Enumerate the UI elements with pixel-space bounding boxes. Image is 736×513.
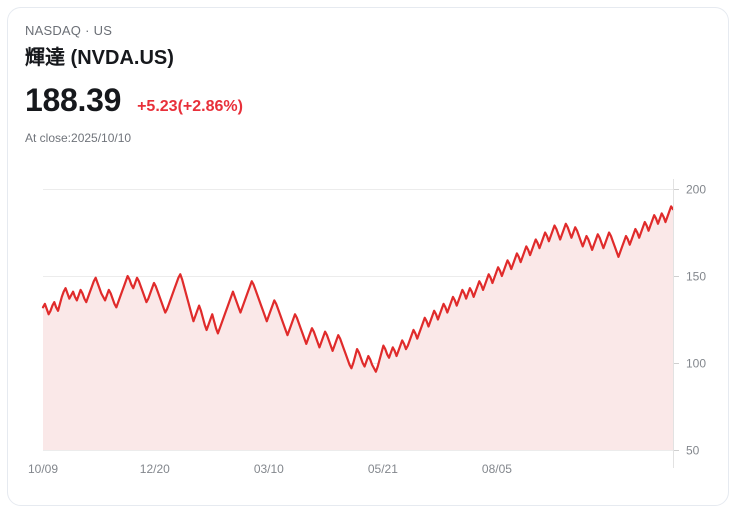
separator-dot: · bbox=[85, 23, 90, 38]
y-tick-label: 50 bbox=[686, 444, 700, 458]
x-tick-label: 12/20 bbox=[140, 462, 170, 476]
quote-header: NASDAQ · US 輝達 (NVDA.US) 188.39 +5.23(+2.8… bbox=[25, 22, 718, 146]
price-chart[interactable]: 200 150 100 50 10/09 12/20 03/10 05/21 08/05 bbox=[8, 168, 729, 488]
x-tick-label: 03/10 bbox=[254, 462, 284, 476]
price-chart-svg[interactable]: 200 150 100 50 10/09 12/20 03/10 05/21 08/05 bbox=[8, 168, 729, 488]
price-row: 188.39 +5.23(+2.86%) bbox=[25, 82, 718, 118]
x-axis-labels: 10/09 12/20 03/10 05/21 08/05 bbox=[28, 462, 512, 476]
price-change: +5.23(+2.86%) bbox=[137, 98, 243, 115]
x-tick-label: 05/21 bbox=[368, 462, 398, 476]
y-tick-label: 100 bbox=[686, 357, 706, 371]
y-tick-label: 200 bbox=[686, 183, 706, 197]
x-tick-label: 10/09 bbox=[28, 462, 58, 476]
x-tick-label: 08/05 bbox=[482, 462, 512, 476]
exchange-line: NASDAQ · US bbox=[25, 22, 718, 40]
y-axis-labels: 200 150 100 50 bbox=[686, 183, 706, 458]
price-line bbox=[41, 205, 675, 373]
market-status-note: At close:2025/10/10 bbox=[25, 131, 132, 145]
y-tick-label: 150 bbox=[686, 270, 706, 284]
region-label: US bbox=[93, 23, 113, 38]
price-value: 188.39 bbox=[25, 82, 122, 118]
company-name: 輝達 (NVDA.US) bbox=[25, 47, 174, 69]
stock-quote-card: NASDAQ · US 輝達 (NVDA.US) 188.39 +5.23(+2.8… bbox=[7, 7, 729, 506]
exchange-name: NASDAQ bbox=[25, 23, 82, 38]
price-area-fill bbox=[43, 206, 673, 450]
